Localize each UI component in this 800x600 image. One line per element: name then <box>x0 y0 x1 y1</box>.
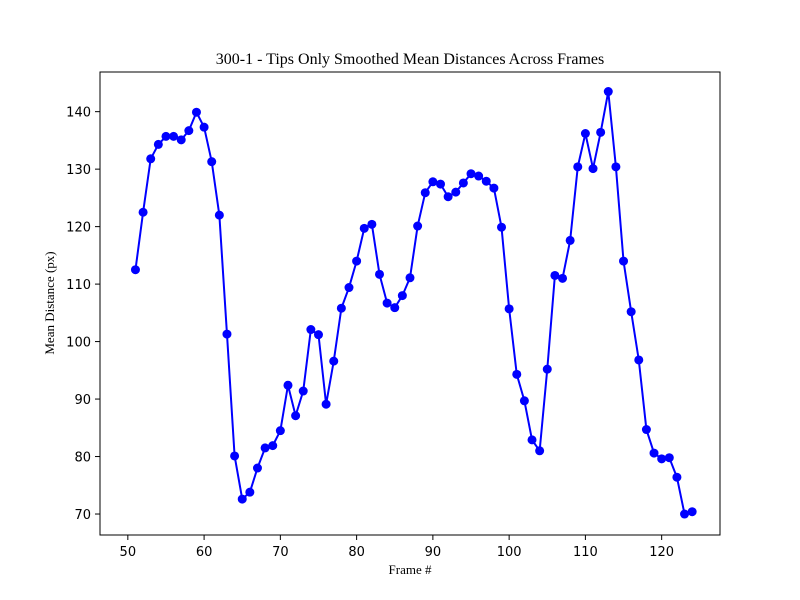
data-point <box>626 307 636 317</box>
data-point <box>558 273 568 283</box>
data-point <box>397 291 407 301</box>
data-point <box>489 183 499 193</box>
data-point <box>130 265 140 275</box>
data-point <box>298 386 308 396</box>
data-point <box>207 157 217 167</box>
y-tick-label: 120 <box>66 221 91 236</box>
data-point <box>344 283 354 293</box>
data-point <box>245 487 255 497</box>
data-point <box>641 425 651 435</box>
data-point <box>390 303 400 313</box>
data-point <box>283 380 293 390</box>
data-point <box>680 509 690 519</box>
data-point <box>611 162 621 172</box>
data-point <box>535 446 545 456</box>
data-point <box>443 192 453 202</box>
data-point <box>573 162 583 172</box>
data-point <box>222 329 232 339</box>
data-point <box>237 494 247 504</box>
data-point <box>428 177 438 187</box>
data-point <box>634 355 644 365</box>
x-tick-label: 110 <box>573 545 598 560</box>
data-point <box>199 122 209 132</box>
data-point <box>649 448 659 458</box>
data-point <box>382 298 392 308</box>
data-point <box>588 164 598 174</box>
data-point <box>497 222 507 232</box>
x-axis-label: Frame # <box>389 562 432 577</box>
data-point <box>413 221 423 231</box>
data-point <box>138 207 148 217</box>
data-point <box>527 435 537 445</box>
data-point <box>306 325 316 335</box>
x-tick-label: 90 <box>425 545 442 560</box>
x-tick-label: 60 <box>196 545 213 560</box>
data-series <box>130 87 697 519</box>
data-point <box>359 223 369 233</box>
data-point <box>458 178 468 188</box>
data-point <box>420 188 430 198</box>
data-point <box>153 139 163 149</box>
data-point <box>664 453 674 463</box>
y-tick-label: 130 <box>66 163 91 178</box>
x-tick-label: 50 <box>120 545 137 560</box>
data-point <box>542 364 552 374</box>
x-tick-label: 100 <box>497 545 522 560</box>
data-point <box>657 454 667 464</box>
data-point <box>405 273 415 283</box>
data-point <box>336 303 346 313</box>
data-point <box>596 127 606 137</box>
data-point <box>260 443 270 453</box>
data-point <box>329 356 339 366</box>
y-tick-label: 110 <box>66 278 91 293</box>
data-point <box>672 472 682 482</box>
data-point <box>436 179 445 189</box>
data-point <box>375 269 384 279</box>
data-point <box>504 304 514 314</box>
data-point <box>230 451 240 461</box>
data-point <box>214 210 224 220</box>
data-point <box>519 396 529 406</box>
data-point <box>474 171 484 181</box>
data-point <box>565 235 575 245</box>
data-point <box>191 107 201 117</box>
data-point <box>451 187 461 197</box>
data-point <box>512 369 522 379</box>
data-point <box>176 135 186 145</box>
data-point <box>466 169 476 179</box>
y-axis-label: Mean Distance (px) <box>42 251 57 354</box>
data-point <box>268 441 278 451</box>
data-point <box>619 256 629 266</box>
data-point <box>580 129 590 138</box>
y-tick-label: 90 <box>74 393 91 408</box>
data-point <box>367 219 377 229</box>
data-point <box>603 87 613 97</box>
data-point <box>252 463 262 473</box>
data-point <box>169 131 179 141</box>
y-tick-label: 140 <box>66 106 91 121</box>
y-tick-label: 80 <box>74 451 91 466</box>
data-point <box>321 399 331 409</box>
axis-ticks: 50 60 70 80 90 100 110 120 70 80 90 100 110 120 130 140 <box>66 106 674 560</box>
data-point <box>184 126 194 136</box>
chart-title: 300-1 - Tips Only Smoothed Mean Distance… <box>216 51 604 68</box>
plot-frame <box>99 71 721 536</box>
data-point <box>146 154 156 164</box>
data-point <box>161 131 171 141</box>
data-point <box>352 256 362 266</box>
x-tick-label: 80 <box>348 545 365 560</box>
data-point <box>291 411 301 421</box>
y-tick-label: 70 <box>74 508 91 523</box>
data-point <box>550 270 560 280</box>
y-tick-label: 100 <box>66 336 91 351</box>
data-point <box>313 330 323 340</box>
series-line <box>134 90 693 516</box>
x-tick-label: 120 <box>649 545 674 560</box>
data-point <box>687 507 697 517</box>
data-point <box>481 176 491 186</box>
data-point <box>275 426 285 436</box>
x-tick-label: 70 <box>272 545 289 560</box>
